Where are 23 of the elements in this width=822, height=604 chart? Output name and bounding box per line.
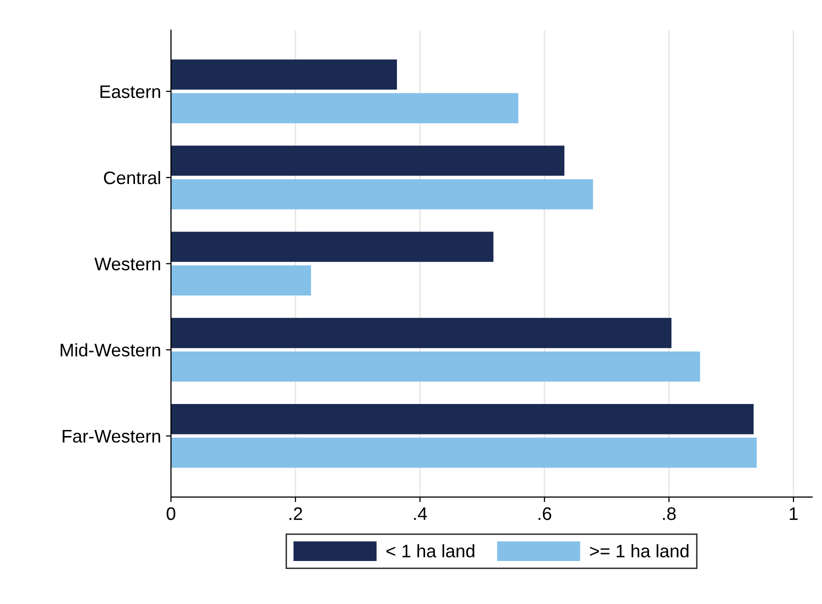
- legend-label: < 1 ha land: [386, 544, 474, 558]
- bar: [170, 265, 312, 296]
- bar: [170, 179, 594, 210]
- bar: [170, 232, 494, 262]
- bar: [170, 93, 518, 124]
- y-tick-label: Mid-Western: [60, 343, 160, 357]
- bar: [170, 146, 564, 176]
- x-tick-label: .6: [538, 507, 552, 520]
- bar: [170, 59, 397, 90]
- y-tick-label: Western: [94, 258, 160, 270]
- x-tick-label: .2: [290, 507, 302, 520]
- bar: [170, 438, 757, 468]
- y-tick-label: Central: [104, 170, 160, 184]
- x-tick-label: .8: [663, 507, 676, 520]
- bar: [170, 318, 672, 348]
- legend-label: >= 1 ha land: [590, 544, 688, 558]
- x-tick-label: .4: [414, 507, 427, 520]
- bar: [170, 352, 700, 382]
- y-tick-label: Far-Western: [62, 430, 160, 443]
- bar: [170, 404, 754, 434]
- y-tick-label: Eastern: [100, 85, 160, 98]
- x-tick-label: 0: [166, 507, 176, 520]
- x-tick-label: 1: [790, 507, 798, 520]
